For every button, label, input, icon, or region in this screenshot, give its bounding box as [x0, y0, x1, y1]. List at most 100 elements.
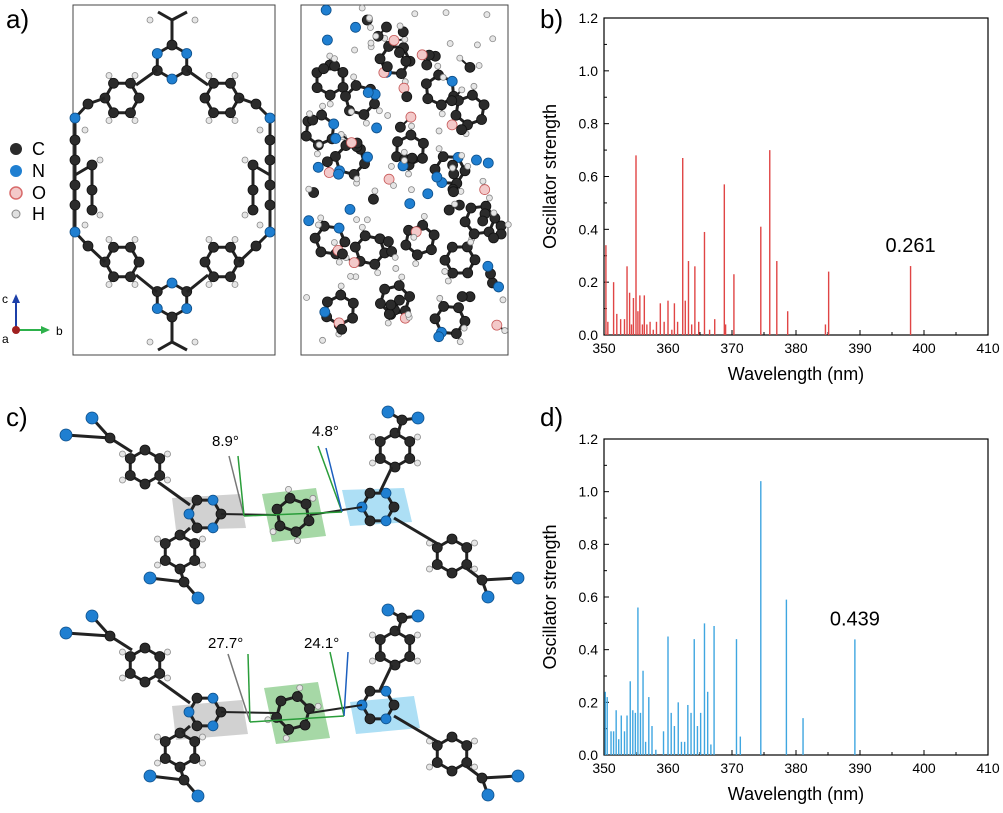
atom-ball — [446, 567, 458, 579]
bond — [157, 10, 173, 22]
atom-ball — [335, 258, 343, 266]
fragment-top — [59, 405, 525, 605]
atom-ball — [337, 66, 349, 78]
atom-ball — [159, 736, 171, 747]
atom-ball — [438, 301, 450, 312]
atom-ball — [69, 154, 81, 166]
atom-ball — [372, 32, 380, 40]
atom-ball — [105, 236, 113, 243]
atom-ball — [422, 188, 434, 200]
atom-ball — [477, 215, 489, 227]
atom-ball — [392, 265, 400, 272]
atom-ball — [511, 769, 525, 783]
cof-solvated-structure — [300, 4, 512, 346]
atom-ball — [264, 112, 276, 124]
atom-ball — [330, 133, 341, 144]
atom-ball — [369, 433, 376, 441]
atom-ball — [362, 87, 374, 98]
y-tick-label: 0.4 — [579, 221, 599, 237]
panel-label-d: d) — [540, 402, 564, 432]
atom-ball — [294, 537, 301, 545]
atom-ball — [414, 631, 421, 639]
atom-ball — [146, 16, 154, 24]
atom-ball — [191, 692, 203, 704]
atom-ball — [178, 774, 190, 786]
panel-label-a: a) — [6, 4, 30, 34]
x-tick-label: 370 — [720, 760, 744, 776]
bond — [378, 466, 394, 493]
x-tick-label: 410 — [976, 760, 1000, 776]
atom-ball — [388, 35, 400, 46]
atom-ball — [199, 759, 206, 767]
atom-ball — [416, 49, 428, 61]
atom-ball — [421, 59, 433, 71]
atom-ball — [456, 54, 464, 62]
bond — [171, 10, 188, 22]
atom-ball — [154, 561, 161, 569]
atom-ball — [353, 175, 361, 183]
max-wavelength-annotation: 0.261 — [886, 235, 936, 257]
atom-ball — [470, 82, 478, 90]
atom-ball — [317, 214, 325, 222]
normal-grey-top — [228, 455, 245, 517]
atom-ball — [315, 221, 322, 229]
atom-ball — [347, 297, 359, 309]
atom-ball — [264, 199, 276, 211]
atom-ball — [404, 436, 416, 447]
atom-ball — [164, 476, 171, 484]
atom-legend: C N O H — [9, 139, 46, 224]
atom-ball — [119, 674, 126, 682]
bond — [157, 678, 191, 705]
atom-ball — [264, 134, 276, 146]
structure-frame-right — [300, 4, 509, 356]
atom-ball — [393, 280, 405, 292]
atom-ball — [380, 713, 392, 725]
atom-ball — [208, 271, 219, 283]
atom-ball — [392, 136, 403, 148]
normal-blue-bottom — [343, 651, 349, 717]
atom-ball — [375, 107, 383, 115]
atom-ball — [207, 720, 219, 732]
atom-ball — [471, 737, 478, 745]
atom-ball — [461, 542, 473, 553]
atom-ball — [159, 555, 171, 566]
atom-ball — [154, 470, 166, 481]
atom-ball — [231, 281, 239, 288]
legend-hydrogen-ball — [11, 209, 21, 219]
y-tick-label: 0.0 — [579, 747, 599, 763]
atom-ball — [396, 414, 408, 426]
atom-ball — [391, 253, 399, 261]
atom-ball — [369, 459, 376, 467]
atom-ball — [131, 117, 139, 124]
legend-nitrogen-ball — [10, 165, 22, 177]
atom-ball — [315, 246, 327, 258]
atom-ball — [358, 109, 370, 120]
atom-ball — [464, 61, 476, 73]
atom-ball — [69, 199, 81, 211]
atom-ball — [191, 591, 205, 605]
atom-ball — [405, 170, 412, 178]
panel-c-dihedral-fragments: 8.9° 4.8° 27.7° 24.1° — [59, 405, 525, 803]
x-tick-label: 390 — [848, 760, 872, 776]
atom-ball — [394, 47, 405, 58]
atom-ball — [364, 713, 376, 725]
atom-ball — [326, 100, 334, 108]
atom-ball — [381, 21, 392, 33]
atom-ball — [125, 107, 136, 119]
atom-ball — [189, 538, 201, 549]
atom-ball — [312, 161, 324, 173]
atom-ball — [408, 186, 415, 194]
atom-ball — [414, 459, 421, 467]
y-tick-label: 0.8 — [579, 116, 599, 132]
atom-ball — [199, 535, 206, 543]
atom-ball — [471, 763, 478, 771]
angle-label-top-right: 4.8° — [312, 423, 339, 440]
atom-ball — [446, 95, 458, 107]
x-axis-title: Wavelength (nm) — [728, 364, 864, 384]
atom-ball — [315, 141, 323, 149]
atom-ball — [493, 281, 504, 293]
atom-ball — [337, 282, 345, 290]
bond — [65, 433, 111, 440]
atom-ball — [374, 53, 386, 65]
